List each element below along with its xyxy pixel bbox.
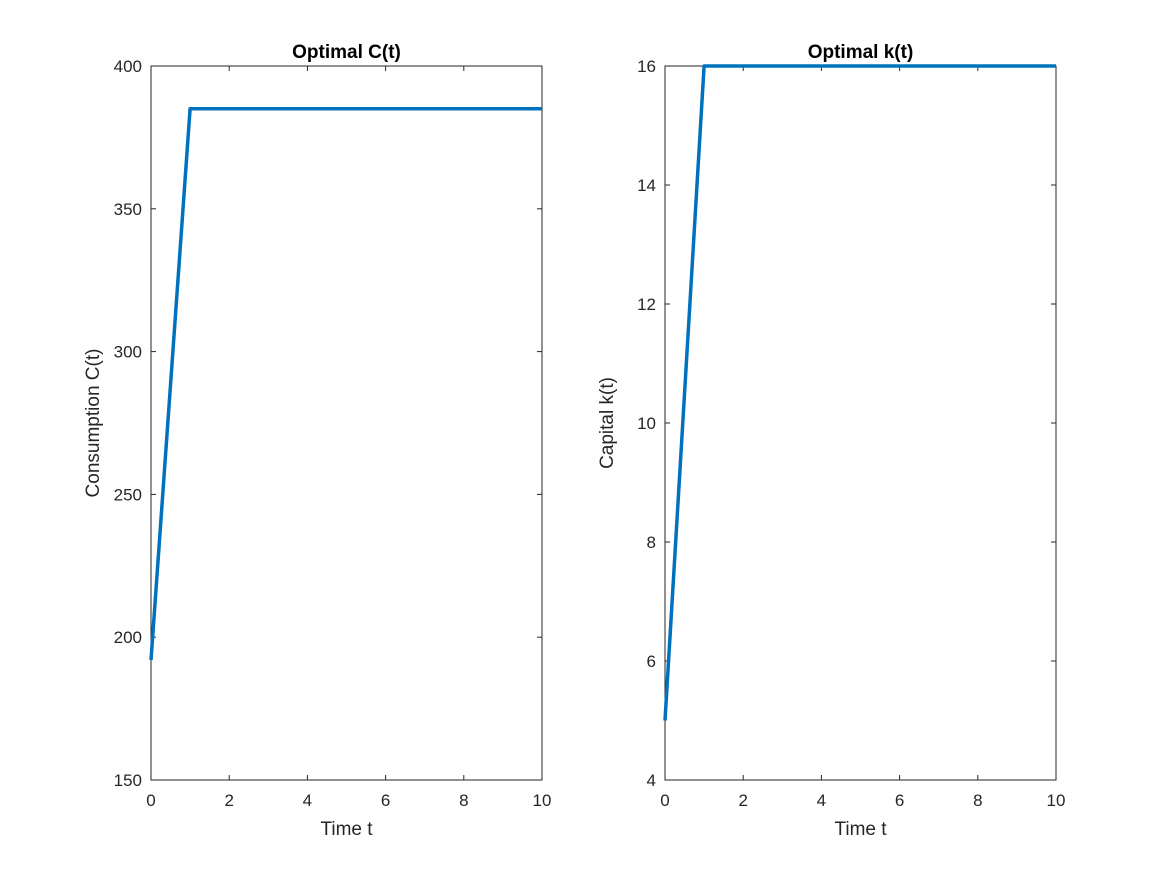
plot-area: [150, 65, 543, 781]
series-line: [663, 64, 1056, 721]
x-axis-label: Time t: [834, 819, 887, 840]
chart-title: Optimal C(t): [292, 42, 401, 63]
y-tick-label: 12: [637, 295, 656, 314]
x-tick-label: 2: [224, 791, 233, 810]
x-tick-label: 2: [738, 791, 747, 810]
y-axis-label: Capital k(t): [597, 377, 618, 469]
x-tick-label: 4: [303, 791, 312, 810]
y-tick-label: 8: [647, 533, 656, 552]
y-tick-label: 250: [114, 485, 142, 504]
y-axis-label: Consumption C(t): [83, 349, 104, 498]
y-tick-label: 350: [114, 200, 142, 219]
subplot-consumption: 0 2 4 6 8 10 150 200 250 300 350 400 Optimal C(t) Tim…: [83, 42, 551, 840]
subplot-capital: 0 2 4 6 8 10 4 6 8 10 12 14 16 Optimal k(t) Time t Capi…: [597, 42, 1065, 840]
x-tick-label: 6: [895, 791, 904, 810]
x-tick-label: 0: [146, 791, 155, 810]
x-tick-label: 10: [533, 791, 552, 810]
chart-title: Optimal k(t): [808, 42, 914, 63]
y-tick-label: 400: [114, 57, 142, 76]
y-tick-label: 16: [637, 57, 656, 76]
x-tick-label: 0: [660, 791, 669, 810]
y-tick-label: 10: [637, 414, 656, 433]
x-tick-label: 8: [973, 791, 982, 810]
y-tick-label: 150: [114, 771, 142, 790]
y-tick-label: 4: [647, 771, 656, 790]
y-tick-label: 300: [114, 343, 142, 362]
y-tick-label: 200: [114, 628, 142, 647]
y-tick-label: 14: [637, 176, 656, 195]
x-tick-label: 10: [1047, 791, 1066, 810]
x-tick-label: 8: [459, 791, 468, 810]
x-axis-label: Time t: [320, 819, 373, 840]
x-tick-label: 4: [817, 791, 826, 810]
plot-area: [664, 65, 1057, 781]
series-line: [149, 107, 542, 661]
x-tick-label: 6: [381, 791, 390, 810]
y-tick-label: 6: [647, 652, 656, 671]
